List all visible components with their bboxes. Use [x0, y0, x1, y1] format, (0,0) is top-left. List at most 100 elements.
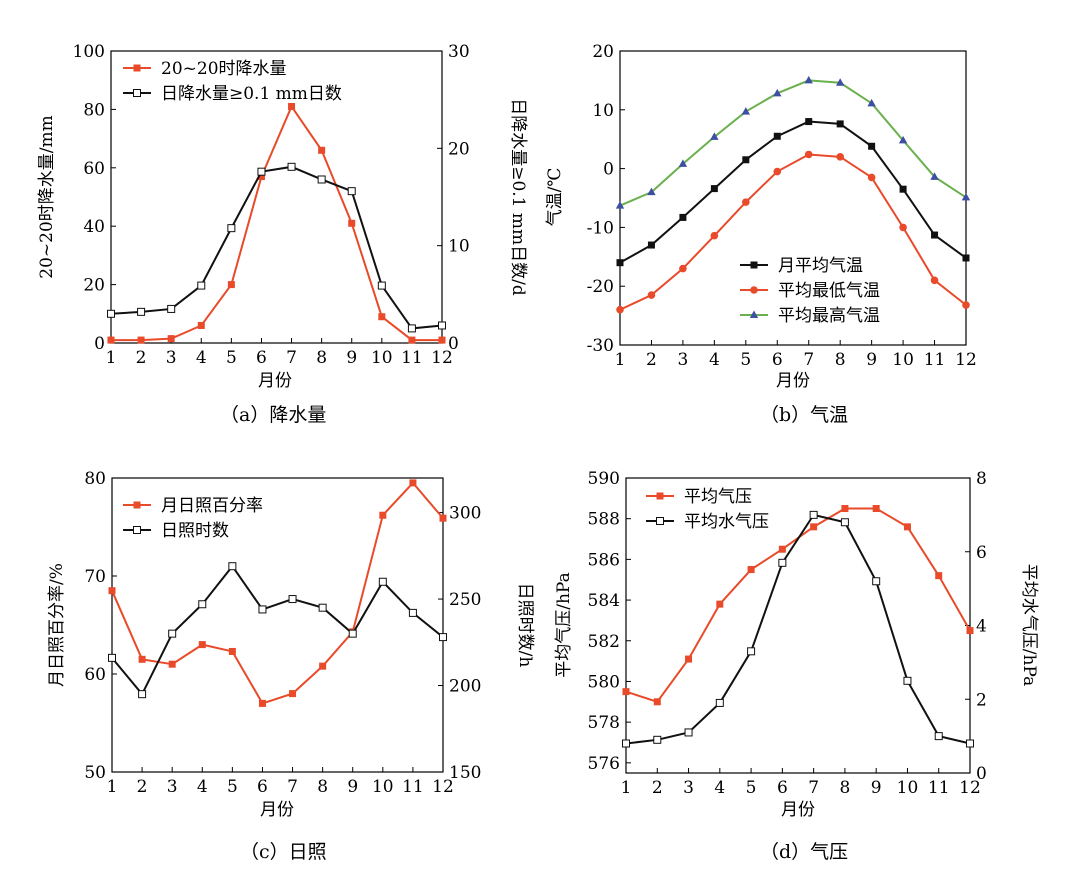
y-tick-label: 584 — [588, 591, 620, 611]
data-point — [710, 132, 719, 140]
x-tick-label: 5 — [740, 350, 751, 370]
x-tick-label: 2 — [646, 350, 657, 370]
data-point — [678, 159, 688, 167]
y2-tick-label: 200 — [449, 677, 481, 697]
data-point — [868, 142, 876, 150]
data-point — [288, 595, 297, 604]
data-point — [716, 600, 724, 608]
x-tick-label: 10 — [892, 350, 914, 370]
x-tick-label: 7 — [803, 350, 814, 370]
data-point — [319, 662, 327, 670]
data-point — [966, 627, 974, 635]
legend-label: 月平均气温 — [778, 256, 863, 276]
data-point — [836, 120, 844, 128]
data-point — [227, 224, 236, 233]
y2-tick-label: 20 — [448, 139, 470, 159]
x-tick-label: 1 — [107, 777, 118, 797]
data-point — [258, 699, 266, 707]
data-point — [935, 572, 943, 580]
data-point — [810, 523, 818, 531]
data-point — [778, 545, 786, 553]
data-point — [961, 192, 971, 201]
legend-swatch-marker — [133, 64, 141, 72]
plot-frame — [111, 477, 444, 773]
y-tick-label: -20 — [587, 277, 614, 297]
plot-frame — [110, 50, 443, 344]
data-point — [747, 566, 755, 574]
x-tick-label: 8 — [316, 348, 327, 368]
x-tick-label: 8 — [839, 778, 850, 798]
x-tick-label: 3 — [677, 350, 688, 370]
data-point — [966, 739, 974, 748]
data-point — [715, 698, 724, 707]
legend-swatch-marker — [656, 492, 664, 500]
data-point — [742, 156, 750, 164]
data-point — [378, 577, 387, 586]
legend-swatch-marker — [750, 261, 758, 269]
series-line-1 — [111, 564, 444, 696]
data-point — [962, 301, 970, 309]
y2-axis-title: 日降水量≥0.1 mm日数/d — [508, 98, 528, 296]
x-tick-label: 2 — [136, 348, 147, 368]
data-point — [138, 690, 147, 699]
x-tick-label: 8 — [317, 777, 328, 797]
panel-caption: （d）气压 — [760, 841, 848, 863]
y-axis-title: 气温/℃ — [545, 168, 565, 227]
data-point — [228, 647, 236, 655]
x-tick-label: 6 — [256, 348, 267, 368]
data-point — [107, 336, 115, 344]
data-point — [318, 603, 327, 612]
x-tick-label: 10 — [372, 777, 394, 797]
data-point — [108, 653, 116, 662]
panel-caption: （b）气温 — [760, 404, 848, 426]
series-line-0 — [111, 481, 444, 705]
x-tick-label: 5 — [226, 348, 237, 368]
data-point — [168, 660, 176, 668]
data-point — [836, 153, 844, 161]
data-point — [804, 150, 813, 159]
y-tick-label: 588 — [588, 510, 620, 530]
data-point — [616, 259, 624, 267]
legend-label: 平均最低气温 — [778, 281, 880, 301]
x-tick-label: 7 — [286, 348, 297, 368]
y2-tick-label: 300 — [449, 504, 481, 524]
series-line-0 — [111, 104, 442, 342]
data-point — [379, 511, 387, 519]
data-point — [647, 241, 655, 249]
y2-tick-label: 10 — [448, 237, 470, 257]
data-point — [198, 641, 206, 649]
data-point — [684, 728, 693, 737]
y2-axis-title: 日照时数/h — [515, 583, 535, 668]
data-point — [930, 276, 939, 285]
data-point — [438, 321, 446, 330]
x-tick-label: 2 — [137, 777, 148, 797]
y-tick-label: 586 — [588, 550, 620, 570]
data-point — [616, 305, 624, 314]
data-point — [347, 187, 356, 196]
series-line-1 — [619, 153, 967, 311]
x-tick-label: 11 — [924, 350, 946, 370]
data-point — [679, 213, 687, 221]
x-tick-label: 7 — [287, 777, 298, 797]
x-tick-label: 4 — [197, 777, 208, 797]
y-tick-label: 578 — [588, 713, 620, 733]
data-point — [287, 162, 296, 171]
x-tick-label: 10 — [897, 778, 919, 798]
y-tick-label: 590 — [588, 469, 620, 489]
y2-axis-title: 平均水气压/hPa — [1019, 564, 1039, 687]
data-point — [289, 690, 297, 698]
data-point — [747, 647, 756, 656]
panel-caption: （a）降水量 — [220, 404, 326, 426]
x-tick-label: 10 — [371, 348, 393, 368]
data-point — [197, 321, 205, 329]
data-point — [197, 281, 206, 290]
y-tick-label: 100 — [73, 42, 105, 62]
data-point — [805, 118, 813, 126]
data-point — [930, 172, 939, 180]
data-point — [167, 335, 175, 343]
x-tick-label: 4 — [709, 350, 720, 370]
legend-swatch-marker — [750, 286, 758, 294]
x-tick-label: 11 — [401, 348, 423, 368]
x-tick-label: 3 — [166, 348, 177, 368]
